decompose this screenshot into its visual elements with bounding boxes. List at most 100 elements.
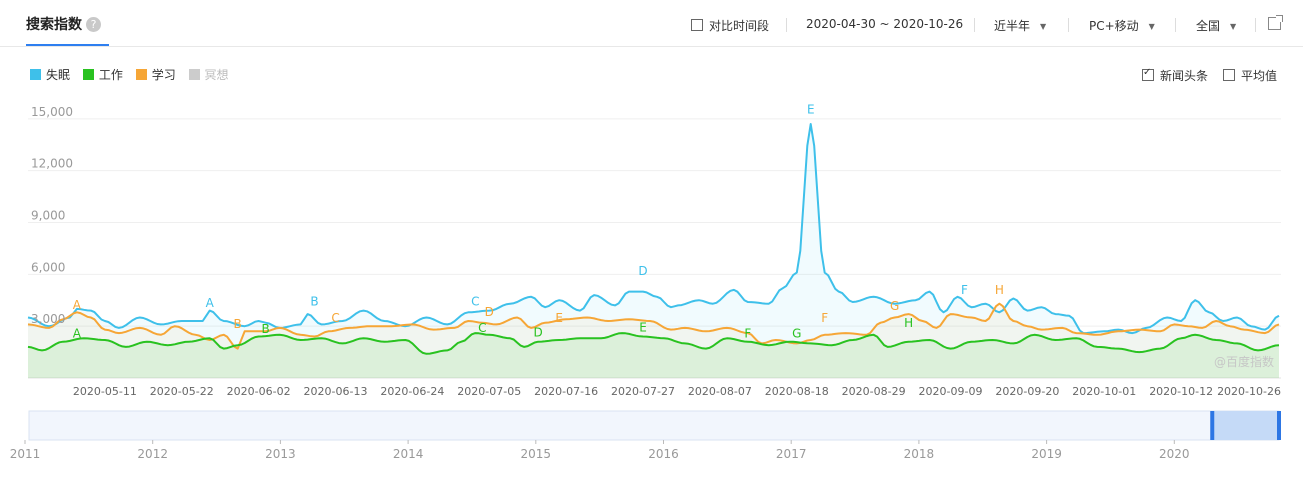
news-marker: B <box>262 322 270 336</box>
legend-item-work[interactable]: 工作 <box>82 66 123 83</box>
device-select-value: PC+移动 <box>1089 19 1139 33</box>
news-marker: D <box>638 264 647 278</box>
x-tick-label: 2020-07-27 <box>611 385 675 398</box>
news-marker: A <box>73 298 82 312</box>
news-marker: F <box>821 311 828 325</box>
legend-item-study[interactable]: 学习 <box>135 66 176 83</box>
news-marker: A <box>73 326 82 340</box>
x-tick-label: 2020-06-02 <box>227 385 291 398</box>
x-tick-label: 2020-10-12 <box>1149 385 1213 398</box>
news-marker: E <box>807 103 815 117</box>
timeline-year-label: 2011 <box>10 447 41 461</box>
region-select[interactable]: 全国 ▼ <box>1196 17 1236 34</box>
timeline-year-label: 2013 <box>265 447 296 461</box>
x-tick-label: 2020-10-26 <box>1217 385 1281 398</box>
legend-label: 学习 <box>151 68 176 82</box>
region-select-value: 全国 <box>1196 19 1221 33</box>
divider <box>1175 18 1176 32</box>
news-checkbox[interactable] <box>1142 67 1154 81</box>
device-select[interactable]: PC+移动 ▼ <box>1089 17 1155 34</box>
active-tab-indicator <box>26 44 109 46</box>
caret-down-icon: ▼ <box>1230 22 1237 31</box>
news-marker: C <box>471 294 479 308</box>
timeline-year-label: 2016 <box>648 447 679 461</box>
caret-down-icon: ▼ <box>1148 22 1155 31</box>
x-tick-label: 2020-10-01 <box>1072 385 1136 398</box>
timeline-year-label: 2014 <box>393 447 424 461</box>
y-tick-label: 3,000 <box>31 312 65 326</box>
timeline-year-label: 2020 <box>1159 447 1190 461</box>
period-select[interactable]: 近半年 ▼ <box>994 17 1046 34</box>
timeline-track <box>28 410 1280 441</box>
legend-swatch <box>82 69 94 80</box>
news-marker: D <box>534 326 543 340</box>
series-line <box>27 123 1280 335</box>
timeline-handle-left <box>1210 411 1215 440</box>
legend-item-insomnia[interactable]: 失眠 <box>30 66 70 83</box>
y-tick-label: 6,000 <box>31 260 65 274</box>
compare-label: 对比时间段 <box>709 19 770 33</box>
x-tick-label: 2020-08-07 <box>688 385 752 398</box>
period-select-value: 近半年 <box>994 19 1031 33</box>
legend-swatch <box>30 69 41 80</box>
y-tick-label: 9,000 <box>31 208 65 222</box>
compare-time-toggle[interactable]: 对比时间段 <box>691 17 769 34</box>
x-tick-label: 2020-06-13 <box>304 385 368 398</box>
news-marker: B <box>234 317 242 331</box>
news-marker: G <box>792 326 801 340</box>
legend-label: 冥想 <box>204 68 229 82</box>
series-area <box>28 333 1279 378</box>
news-marker: G <box>890 299 899 313</box>
x-tick-label: 2020-09-09 <box>919 385 983 398</box>
date-range-picker[interactable]: 2020-04-30 ~ 2020-10-26 <box>806 17 963 31</box>
news-marker: E <box>639 320 647 334</box>
date-range-text: 2020-04-30 ~ 2020-10-26 <box>806 17 964 31</box>
timeline-year-label: 2012 <box>137 447 168 461</box>
series-line <box>27 302 1280 350</box>
timeline-year-label: 2015 <box>521 447 552 461</box>
external-link-icon[interactable] <box>1268 15 1283 30</box>
legend: 失眠 工作 学习 冥想 <box>30 66 238 83</box>
legend-label: 工作 <box>98 68 123 82</box>
news-marker: E <box>555 311 563 325</box>
help-circle-icon[interactable]: ? <box>86 17 101 32</box>
caret-down-icon: ▼ <box>1040 22 1047 31</box>
timeline-year-label: 2018 <box>904 447 935 461</box>
news-toggle[interactable]: 新闻头条 <box>1142 67 1208 84</box>
series-area <box>28 303 1279 378</box>
timeline-handle-right <box>1277 411 1281 440</box>
legend-label: 失眠 <box>46 68 71 82</box>
news-marker: F <box>744 326 751 340</box>
x-tick-label: 2020-09-20 <box>995 385 1059 398</box>
legend-swatch <box>135 69 147 80</box>
news-marker: D <box>485 305 494 319</box>
news-marker: C <box>478 321 486 335</box>
x-tick-label: 2020-07-16 <box>534 385 598 398</box>
news-marker: B <box>310 294 318 308</box>
legend-item-meditation[interactable]: 冥想 <box>188 66 229 83</box>
x-tick-label: 2020-07-05 <box>457 385 521 398</box>
divider <box>786 18 787 32</box>
header-bar: 搜索指数 ? 对比时间段 2020-04-30 ~ 2020-10-26 近半年… <box>0 0 1303 47</box>
divider <box>1068 18 1069 32</box>
news-marker: F <box>961 283 968 297</box>
news-marker: H <box>995 283 1004 297</box>
compare-checkbox[interactable] <box>691 19 703 31</box>
x-tick-label: 2020-08-29 <box>842 385 906 398</box>
y-tick-label: 15,000 <box>31 105 73 119</box>
page-title: 搜索指数 <box>26 17 82 33</box>
legend-swatch <box>188 69 200 80</box>
series-line <box>27 332 1280 355</box>
average-toggle[interactable]: 平均值 <box>1223 67 1277 84</box>
x-tick-label: 2020-06-24 <box>380 385 444 398</box>
news-label: 新闻头条 <box>1160 69 1209 83</box>
x-tick-label: 2020-05-11 <box>73 385 137 398</box>
series-area <box>28 124 1279 378</box>
average-checkbox[interactable] <box>1223 69 1235 81</box>
x-tick-label: 2020-05-22 <box>150 385 214 398</box>
news-marker: H <box>904 316 913 330</box>
x-tick-label: 2020-08-18 <box>765 385 829 398</box>
timeline-year-label: 2019 <box>1031 447 1062 461</box>
divider <box>974 18 975 32</box>
